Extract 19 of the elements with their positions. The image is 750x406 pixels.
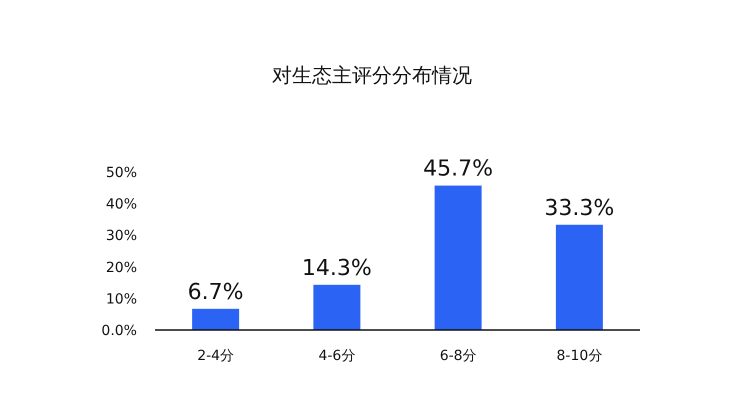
y-tick-label: 40% (106, 196, 137, 213)
y-tick-label: 10% (106, 291, 137, 308)
x-tick-label: 2-4分 (197, 348, 234, 364)
y-tick-label: 50% (106, 165, 137, 181)
data-label: 45.7% (423, 156, 494, 182)
bar (556, 224, 603, 330)
bar (313, 284, 360, 330)
y-tick-label: 0.0% (101, 323, 137, 339)
data-label: 33.3% (544, 196, 614, 221)
data-label: 6.7% (188, 280, 244, 305)
bar (192, 308, 240, 330)
data-label: 14.3% (302, 256, 372, 281)
bar (434, 186, 482, 330)
title: 对生态主评分分布情况 (272, 63, 472, 87)
x-tick-label: 8-10分 (556, 348, 602, 364)
y-tick-label: 20% (106, 260, 137, 276)
x-tick-label: 4-6分 (318, 348, 356, 364)
x-tick-label: 6-8分 (440, 348, 477, 364)
y-tick-label: 30% (106, 228, 137, 244)
